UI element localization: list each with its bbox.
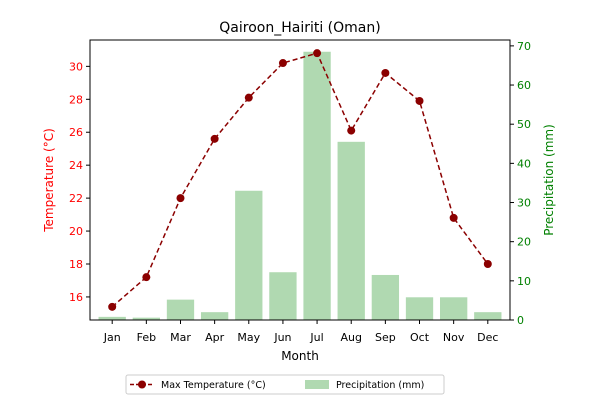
left-tick-label: 18 — [69, 258, 83, 271]
temperature-point-mar — [176, 194, 185, 203]
temperature-point-jan — [108, 302, 117, 311]
right-tick-label: 40 — [517, 157, 531, 170]
temperature-point-dec — [483, 260, 492, 268]
right-axis-label: Precipitation (mm) — [542, 124, 556, 236]
precipitation-bar-apr — [200, 312, 229, 320]
left-tick-label: 24 — [69, 159, 83, 172]
precipitation-bar-jun — [269, 272, 297, 320]
x-tick-label: Sep — [375, 331, 396, 344]
precipitation-bar-mar — [166, 299, 195, 320]
legend-line-marker — [138, 380, 146, 389]
precipitation-bar-dec — [474, 312, 502, 320]
x-tick-label: Mar — [170, 331, 191, 344]
right-tick-label: 20 — [517, 236, 531, 249]
precipitation-bar-jul — [303, 51, 331, 320]
left-tick-label: 26 — [69, 126, 83, 139]
precipitation-bars — [98, 51, 502, 320]
x-tick-label: Oct — [410, 331, 430, 344]
right-tick-label: 0 — [517, 314, 524, 327]
x-tick-label: Jun — [273, 331, 291, 344]
right-tick-label: 50 — [517, 118, 531, 131]
legend-bar-swatch — [305, 380, 329, 389]
temperature-line — [108, 49, 492, 311]
x-axis-label: Month — [281, 349, 319, 363]
precipitation-bar-feb — [132, 317, 160, 320]
temperature-point-sep — [381, 68, 390, 77]
right-tick-label: 70 — [517, 40, 531, 53]
temperature-point-jun — [278, 59, 287, 68]
right-axis-ticks: 0 10 20 30 40 50 60 70 — [510, 40, 531, 327]
x-tick-label: Nov — [443, 331, 465, 344]
legend: Max Temperature (°C) Precipitation (mm) — [125, 374, 445, 395]
x-tick-label: Dec — [477, 331, 498, 344]
x-tick-label: Apr — [205, 331, 225, 344]
x-tick-label: May — [237, 331, 260, 344]
x-tick-label: Aug — [340, 331, 361, 344]
temperature-point-jul — [313, 49, 322, 58]
right-tick-label: 60 — [517, 79, 531, 92]
precipitation-bar-nov — [440, 297, 468, 320]
x-tick-label: Jan — [103, 331, 121, 344]
right-tick-label: 30 — [517, 197, 531, 210]
x-axis-ticks: Jan Feb Mar Apr May Jun Jul Aug Sep Oct Nov Dec — [103, 320, 498, 344]
left-tick-label: 30 — [69, 60, 83, 73]
precipitation-bar-sep — [371, 274, 400, 320]
left-tick-label: 20 — [69, 225, 83, 238]
temperature-point-apr — [210, 134, 219, 143]
temperature-point-aug — [347, 126, 356, 135]
precipitation-bar-jan — [98, 316, 126, 320]
left-axis-ticks: 16 18 20 22 24 26 28 30 — [69, 60, 90, 304]
precipitation-bar-aug — [337, 141, 365, 320]
plot-frame — [89, 39, 511, 321]
temperature-point-nov — [449, 213, 458, 222]
left-tick-label: 22 — [69, 192, 83, 205]
legend-frame — [125, 374, 445, 395]
precipitation-bar-oct — [405, 297, 434, 320]
x-tick-label: Jul — [309, 331, 323, 344]
left-axis-label: Temperature (°C) — [42, 128, 56, 233]
temperature-point-oct — [415, 96, 424, 105]
left-tick-label: 16 — [69, 291, 83, 304]
precipitation-bar-may — [235, 190, 263, 320]
temperature-point-may — [244, 93, 253, 102]
temperature-series-line — [111, 52, 489, 308]
left-tick-label: 28 — [69, 93, 83, 106]
legend-label-temperature: Max Temperature (°C) — [161, 380, 266, 391]
temperature-point-feb — [142, 273, 151, 282]
legend-label-precipitation: Precipitation (mm) — [336, 380, 424, 391]
x-tick-label: Feb — [137, 331, 156, 344]
right-tick-label: 10 — [517, 275, 531, 288]
chart-title: Qairoon_Hairiti (Oman) — [219, 20, 380, 36]
